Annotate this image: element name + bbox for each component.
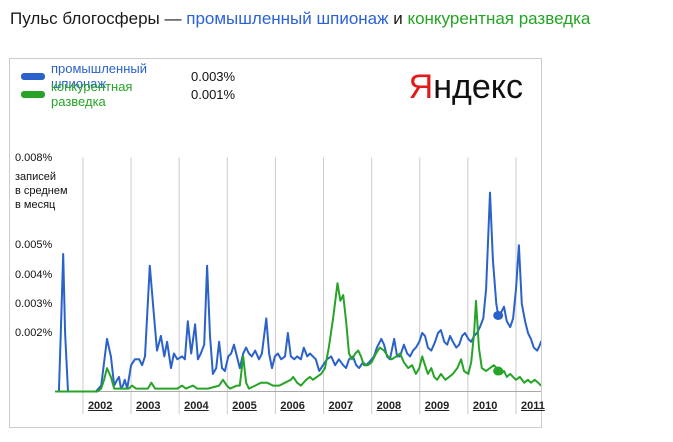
year-link-2003[interactable]: 2003 (136, 400, 161, 412)
title-term-link-1[interactable]: промышленный шпионаж (186, 9, 389, 28)
year-link-2004[interactable]: 2004 (184, 400, 209, 412)
series-line-green (55, 282, 541, 393)
title-term-link-2[interactable]: конкурентная разведка (407, 9, 591, 28)
yandex-logo-letter: Я (408, 68, 434, 106)
y-tick-label: 0.002% (15, 327, 53, 339)
year-link-2008[interactable]: 2008 (376, 400, 402, 412)
y-tick-label: 0.005% (15, 239, 53, 252)
year-link-2005[interactable]: 2005 (232, 400, 257, 412)
y-axis-unit-label: записей (15, 170, 57, 183)
series-line-blue (55, 191, 541, 393)
legend-label-green: конкурентная разведка (51, 79, 133, 109)
year-link-2006[interactable]: 2006 (280, 400, 305, 412)
legend-value-blue: 0.003% (191, 68, 236, 84)
legend: промышленный шпионаж 0.003% конкурентная… (21, 61, 236, 109)
year-link-2002[interactable]: 2002 (87, 400, 113, 412)
y-axis-unit-label: в среднем (15, 184, 68, 197)
year-link-2010[interactable]: 2010 (472, 400, 498, 412)
chart-panel: промышленный шпионаж 0.003% конкурентная… (9, 58, 545, 428)
yandex-logo-rest: ндекс (433, 68, 523, 106)
legend-label-blue: промышленный шпионаж (51, 61, 147, 91)
year-link-2011[interactable]: 2011 (520, 400, 545, 412)
y-tick-label: 0.008% (15, 151, 53, 164)
blue-line-swatch-icon (21, 72, 45, 80)
current-value-marker-green[interactable] (493, 366, 504, 376)
y-tick-label: 0.004% (15, 268, 53, 281)
green-line-swatch-icon (21, 90, 45, 98)
yandex-logo[interactable]: Яндекс (409, 67, 523, 107)
year-link-2009[interactable]: 2009 (424, 400, 450, 412)
y-axis-unit-label: в месяц (15, 198, 56, 211)
title-connector: и (388, 9, 408, 28)
current-value-marker-blue[interactable] (493, 310, 504, 320)
legend-item-blue: промышленный шпионаж 0.003% (21, 61, 236, 91)
title-prefix: Пульс блогосферы — (10, 9, 187, 28)
legend-value-green: 0.001% (191, 86, 236, 102)
chart-plot-area (55, 157, 541, 414)
year-link-2007[interactable]: 2007 (328, 400, 353, 412)
page-title: Пульс блогосферы — промышленный шпионаж … (10, 9, 590, 29)
legend-item-green: конкурентная разведка 0.001% (21, 79, 236, 109)
y-tick-label: 0.003% (15, 297, 53, 310)
